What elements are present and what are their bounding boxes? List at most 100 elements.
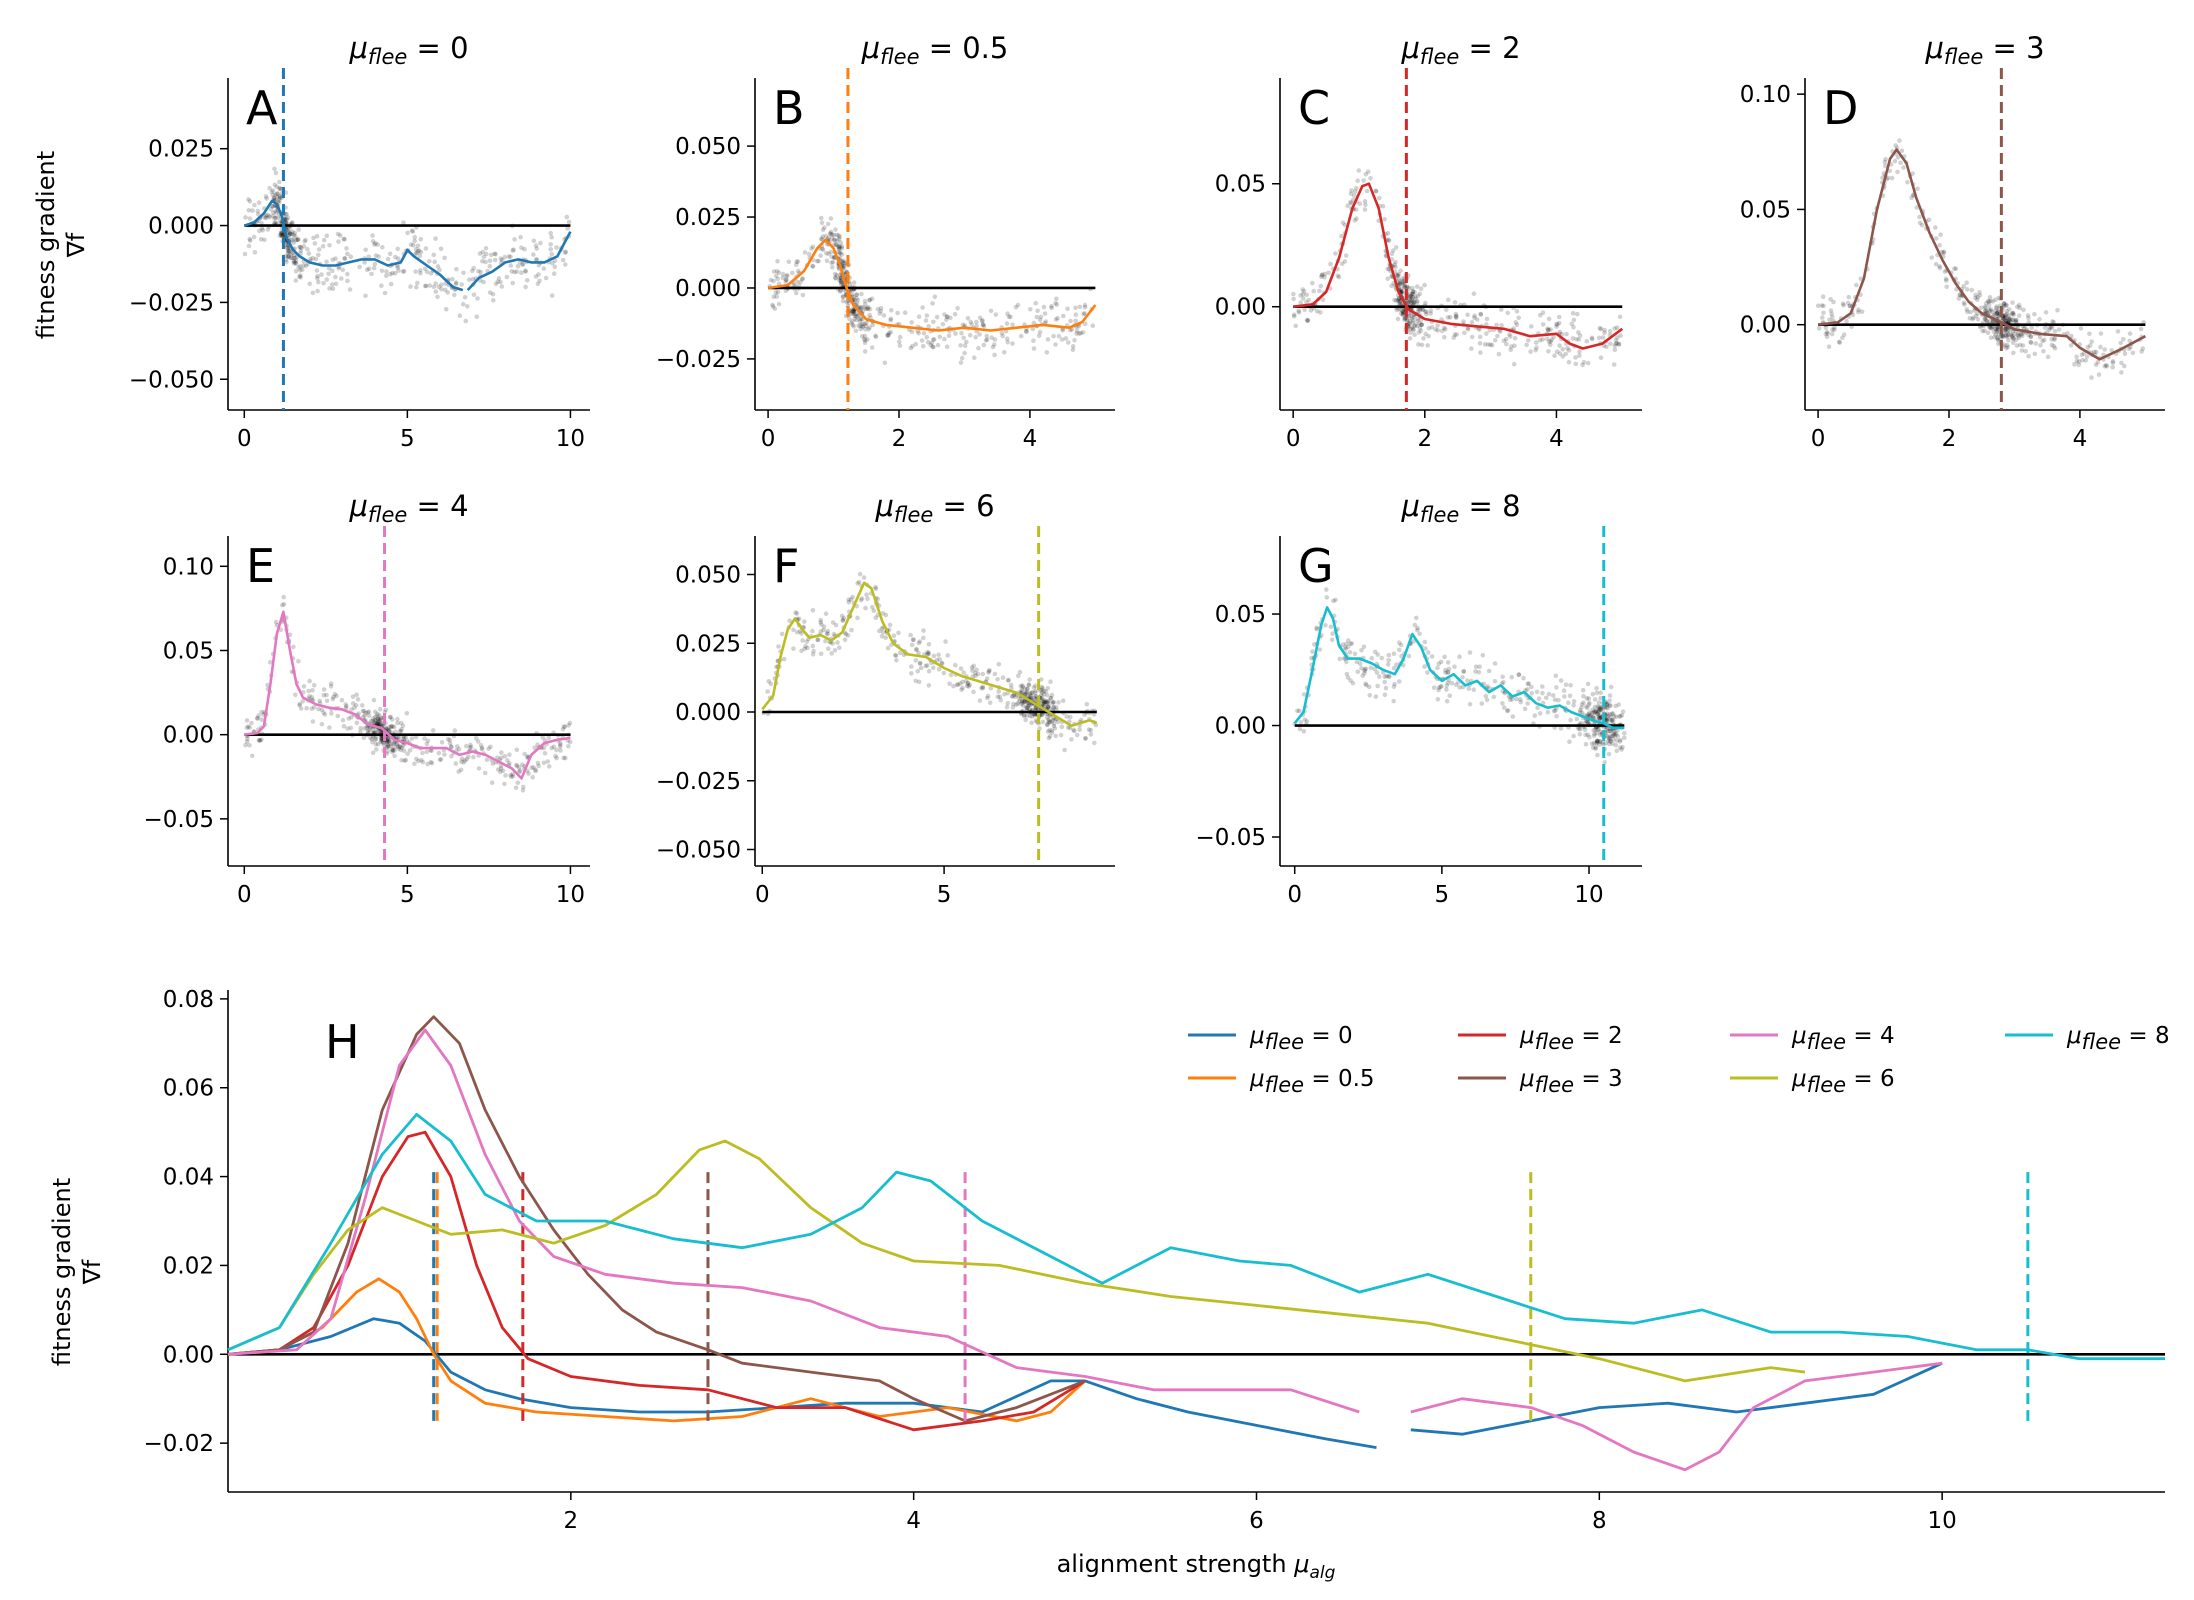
panel-c-scatter-point — [1465, 312, 1470, 318]
panel-a-scatter-point — [260, 227, 266, 233]
panel-a-scatter-point — [373, 241, 378, 246]
panel-g-scatter-point — [1357, 661, 1363, 666]
panel-e-scatter-point — [482, 770, 488, 776]
panel-f-scatter-point — [799, 648, 804, 654]
panel-c-scatter-point — [1326, 270, 1331, 276]
panel-d-scatter-point — [1967, 315, 1973, 321]
panel-f-scatter-point — [819, 622, 824, 627]
panel-f-scatter-point — [971, 663, 976, 669]
panel-a-scatter-point — [523, 269, 528, 274]
panel-d-scatter-point — [1975, 316, 1981, 322]
panel-e-scatter-point — [386, 739, 392, 745]
panel-f-scatter-point — [1013, 694, 1018, 699]
legend-label: μflee = 2 — [1519, 1023, 1623, 1054]
panel-e-scatter-point — [448, 744, 454, 749]
panel-c-scatter-point — [1318, 310, 1323, 315]
panel-d-scatter-point — [1992, 326, 1998, 332]
panel-a-scatter-point — [461, 270, 466, 276]
panel-e-scatter-point — [466, 754, 471, 759]
panel-a-scatter-point — [487, 258, 493, 264]
mu-symbol: μ — [348, 489, 367, 523]
panel-f-scatter-point — [1064, 714, 1069, 719]
panel-g-scatter-point — [1581, 693, 1586, 699]
panel-d-scatter-point — [1983, 305, 1988, 311]
panel-d-scatter-point — [2005, 328, 2011, 334]
panel-e-scatter-point — [375, 716, 381, 722]
panel-a-scatter-point — [303, 237, 308, 243]
panel-e-scatter-point — [399, 726, 404, 732]
panel-b-scatter-point — [838, 281, 844, 287]
panel-a-scatter-point — [454, 266, 459, 272]
flee-subscript: flee — [1265, 1073, 1304, 1097]
panel-d-scatter-point — [2093, 362, 2099, 368]
panel-c-scatter-point — [1407, 318, 1413, 323]
ylabel-row1-line1: fitness gradient — [32, 151, 60, 339]
panel-c-scatter-point — [1554, 321, 1559, 327]
panel-c-ytick-label: 0.00 — [1215, 295, 1266, 321]
panel-b-scatter-point — [1077, 331, 1082, 337]
panel-g-scatter-point — [1383, 685, 1389, 691]
panel-c-scatter-point — [1540, 337, 1545, 342]
panel-d-scatter-point — [1889, 175, 1895, 181]
panel-b-scatter-point — [802, 250, 808, 255]
panel-d-scatter-point — [2002, 315, 2008, 320]
panel-g-scatter-point — [1375, 683, 1380, 689]
panel-f-scatter-point — [870, 604, 875, 610]
panel-b-scatter-point — [837, 251, 842, 256]
panel-c-scatter-point — [1442, 325, 1447, 331]
panel-f-scatter-point — [985, 693, 991, 699]
panel-d-scatter-point — [2013, 319, 2018, 324]
panel-e-ytick-label: 0.05 — [163, 638, 214, 664]
panel-g-scatter-point — [1556, 697, 1561, 703]
panel-e-scatter-point — [360, 714, 366, 720]
panel-e-scatter-point — [445, 736, 451, 742]
mu-symbol: μ — [1519, 1023, 1535, 1049]
panel-d-scatter-point — [1957, 292, 1962, 298]
panel-c-scatter-point — [1499, 307, 1504, 312]
panel-b-scatter-point — [1054, 302, 1060, 307]
panel-b-scatter-point — [962, 343, 968, 349]
panel-d-scatter-point — [1989, 309, 1995, 315]
panel-e-scatter-point — [490, 761, 496, 766]
panel-c-scatter-point — [1317, 288, 1322, 294]
panel-d-scatter-point — [2127, 331, 2133, 336]
panel-d-scatter-point — [2110, 359, 2116, 364]
panel-f-scatter-point — [1062, 747, 1067, 753]
panel-e-scatter-point — [334, 693, 339, 699]
panel-a-scatter-point — [284, 259, 289, 265]
panel-e-scatter-point — [328, 681, 334, 686]
panel-a-scatter-point — [475, 296, 480, 301]
panel-b-scatter-point — [915, 328, 920, 334]
panel-b-scatter-point — [873, 334, 879, 340]
panel-f-scatter-point — [821, 627, 826, 633]
panel-a-scatter-point — [366, 266, 372, 272]
panel-d-scatter-point — [2096, 372, 2102, 377]
panel-b-scatter-point — [774, 294, 780, 299]
panel-a-scatter-point — [535, 281, 541, 287]
panel-c-scatter-point — [1411, 315, 1417, 320]
panel-g-scatter-point — [1391, 651, 1397, 656]
panel-c-scatter-point — [1533, 348, 1538, 353]
legend-label: μflee = 8 — [2066, 1023, 2170, 1054]
panel-d-scatter-point — [1824, 329, 1830, 335]
panel-f-scatter-point — [894, 658, 899, 663]
panel-b-scatter-point — [822, 225, 827, 230]
panel-f-scatter-point — [980, 671, 986, 677]
panel-b-scatter-point — [773, 273, 779, 279]
panel-b-scatter-point — [999, 330, 1005, 336]
panel-c-xtick-label: 4 — [1549, 426, 1564, 452]
panel-f-scatter-point — [830, 641, 835, 646]
panel-a-scatter-point — [284, 211, 290, 217]
panel-c-scatter-point — [1361, 178, 1366, 183]
panel-b-curve — [767, 238, 1097, 332]
panel-b-scatter-point — [944, 317, 949, 323]
panel-b-scatter-point — [931, 337, 937, 342]
panel-c-scatter-point — [1293, 323, 1298, 329]
panel-a-scatter-point — [307, 281, 313, 287]
panel-d-scatter-point — [1995, 311, 2000, 316]
panel-e-scatter-point — [420, 750, 425, 756]
panel-c-scatter-point — [1335, 273, 1341, 279]
panel-e-scatter-point — [281, 594, 287, 600]
panel-g-scatter-point — [1558, 678, 1564, 683]
panel-e-scatter-point — [513, 785, 519, 790]
